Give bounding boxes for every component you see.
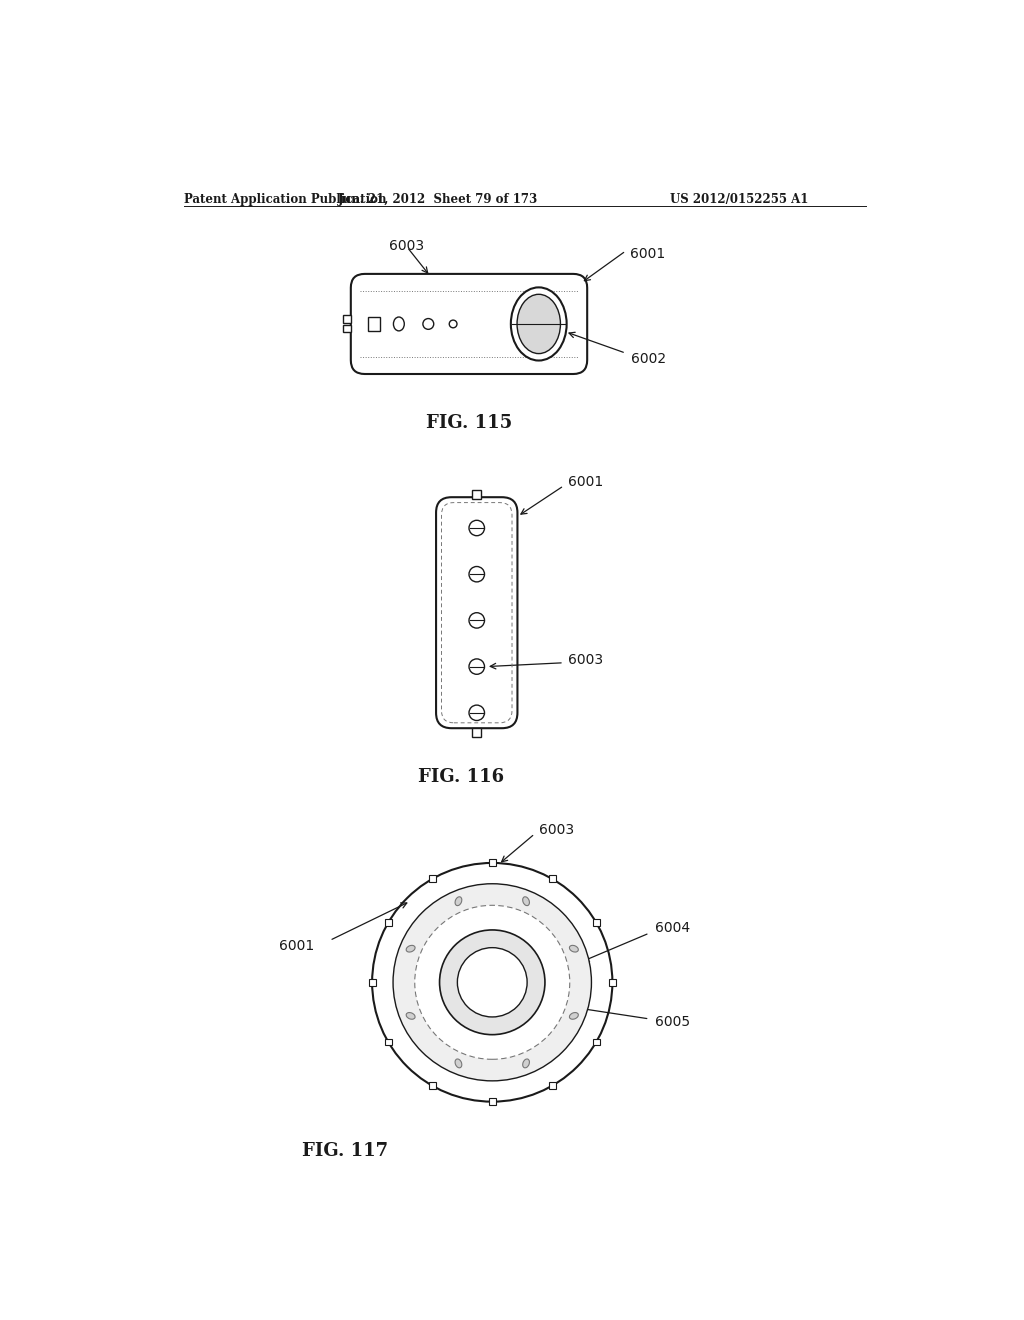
Bar <box>609 979 615 986</box>
Bar <box>385 1039 392 1045</box>
Text: 6003: 6003 <box>539 822 573 837</box>
Ellipse shape <box>569 1012 579 1019</box>
Text: 6003: 6003 <box>568 653 603 668</box>
Text: 6001: 6001 <box>568 475 603 488</box>
Ellipse shape <box>455 896 462 906</box>
Ellipse shape <box>522 896 529 906</box>
Circle shape <box>469 520 484 536</box>
Ellipse shape <box>522 1059 529 1068</box>
Text: 6001: 6001 <box>280 940 314 953</box>
Bar <box>472 490 481 499</box>
Bar <box>385 919 392 927</box>
Ellipse shape <box>569 945 579 952</box>
Text: Patent Application Publication: Patent Application Publication <box>183 193 386 206</box>
Bar <box>369 979 376 986</box>
Text: 6001: 6001 <box>630 247 665 261</box>
Bar <box>488 1098 496 1105</box>
Circle shape <box>423 318 434 330</box>
Ellipse shape <box>407 945 415 952</box>
Bar <box>343 325 351 333</box>
Text: FIG. 116: FIG. 116 <box>418 768 504 787</box>
Text: 6003: 6003 <box>389 239 425 253</box>
Circle shape <box>393 884 592 1081</box>
Bar <box>472 729 481 737</box>
Text: Jun. 21, 2012  Sheet 79 of 173: Jun. 21, 2012 Sheet 79 of 173 <box>338 193 539 206</box>
Circle shape <box>469 612 484 628</box>
Bar <box>429 875 435 882</box>
Text: 6002: 6002 <box>632 351 667 366</box>
Circle shape <box>469 705 484 721</box>
Ellipse shape <box>511 288 566 360</box>
Circle shape <box>415 906 569 1059</box>
Circle shape <box>372 863 612 1102</box>
Text: FIG. 115: FIG. 115 <box>426 414 512 432</box>
Ellipse shape <box>517 294 560 354</box>
Bar <box>429 1082 435 1089</box>
Bar <box>549 875 556 882</box>
Circle shape <box>439 929 545 1035</box>
Bar <box>343 315 351 323</box>
Bar <box>549 1082 556 1089</box>
Text: US 2012/0152255 A1: US 2012/0152255 A1 <box>671 193 809 206</box>
Text: FIG. 117: FIG. 117 <box>302 1142 388 1160</box>
Ellipse shape <box>393 317 404 331</box>
Circle shape <box>458 948 527 1016</box>
Bar <box>593 1039 600 1045</box>
Circle shape <box>469 566 484 582</box>
Circle shape <box>469 659 484 675</box>
Bar <box>593 919 600 927</box>
Ellipse shape <box>455 1059 462 1068</box>
Bar <box>488 859 496 866</box>
FancyBboxPatch shape <box>351 275 587 374</box>
Bar <box>368 317 380 331</box>
FancyBboxPatch shape <box>436 498 517 729</box>
Text: 6004: 6004 <box>655 921 690 935</box>
Circle shape <box>450 321 457 327</box>
Text: 6005: 6005 <box>655 1015 690 1028</box>
Ellipse shape <box>407 1012 415 1019</box>
